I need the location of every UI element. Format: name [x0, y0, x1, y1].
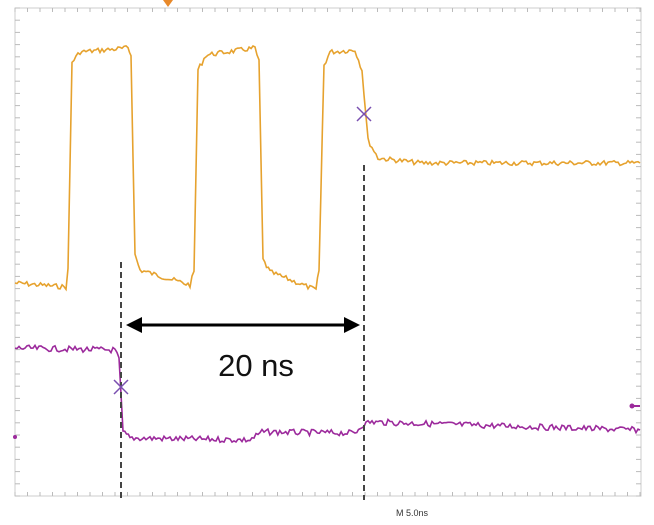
graticule-ticks — [14, 7, 641, 497]
channel-1-trace — [14, 45, 641, 292]
arrow-head — [126, 317, 142, 333]
annotation: 20 ns — [218, 348, 294, 383]
ch2-offset-dot — [13, 435, 17, 439]
timebase-label: M 5.0ns — [396, 508, 429, 518]
ch2-level-dot — [629, 403, 635, 409]
trigger-marker — [163, 0, 173, 7]
cursor-cross — [113, 106, 372, 395]
graticule — [14, 7, 642, 497]
arrow-head — [344, 317, 360, 333]
channel-2-trace — [14, 343, 641, 444]
